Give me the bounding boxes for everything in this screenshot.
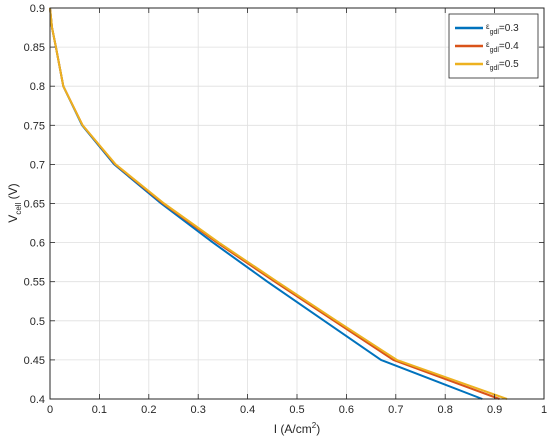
x-tick-labels: 0 0.1 0.2 0.3 0.4 0.5 0.6 0.7 0.8 0.9 1 [47,404,547,416]
y-axis-title: Vcell (V) [6,183,23,222]
x-axis-title: I (A/cm2) [274,421,320,436]
x-tick-label: 0.6 [339,404,354,416]
x-tick-label: 0.5 [289,404,304,416]
x-tick-label: 0.4 [240,404,255,416]
legend-value: =0.4 [499,41,519,52]
legend-subscript: gdl [490,65,500,72]
legend-subscript: gdl [490,29,500,36]
x-tick-label: 0 [47,404,53,416]
legend-symbol: ε [486,22,490,31]
series-line-3 [49,7,508,400]
y-tick-label: 0.45 [24,355,45,367]
y-tick-label: 0.65 [24,199,45,211]
y-tick-label: 0.7 [30,159,45,171]
legend-label-3: εgdl=0.5 [486,58,519,72]
y-tick-label: 0.75 [24,120,45,132]
y-tick-label: 0.8 [30,81,45,93]
x-tick-label: 0.8 [438,404,453,416]
legend-value: =0.5 [499,59,519,70]
y-axis-title-sub: cell [14,202,23,214]
y-tick-label: 0.5 [30,316,45,328]
x-tick-label: 0.9 [487,404,502,416]
legend-symbol: ε [486,40,490,49]
x-tick-label: 0.2 [141,404,156,416]
legend-value: =0.3 [499,23,519,34]
x-tick-label: 0.3 [191,404,206,416]
y-tick-label: 0.85 [24,42,45,54]
legend-subscript: gdl [490,47,500,54]
series-group [49,7,508,400]
x-tick-label: 0.1 [92,404,107,416]
ticks [49,7,545,400]
legend-label-1: εgdl=0.3 [486,22,519,36]
x-axis-title-sup: 2 [312,421,317,430]
x-tick-label: 1 [541,404,547,416]
y-tick-labels: 0.4 0.45 0.5 0.55 0.6 0.65 0.7 0.75 0.8 0.85 0.9 [24,3,45,406]
y-tick-label: 0.55 [24,277,45,289]
y-tick-label: 0.9 [30,3,45,15]
x-tick-label: 0.7 [388,404,403,416]
legend-symbol: ε [486,58,490,67]
y-tick-label: 0.6 [30,238,45,250]
y-tick-label: 0.4 [30,394,45,406]
legend-label-2: εgdl=0.4 [486,40,519,54]
